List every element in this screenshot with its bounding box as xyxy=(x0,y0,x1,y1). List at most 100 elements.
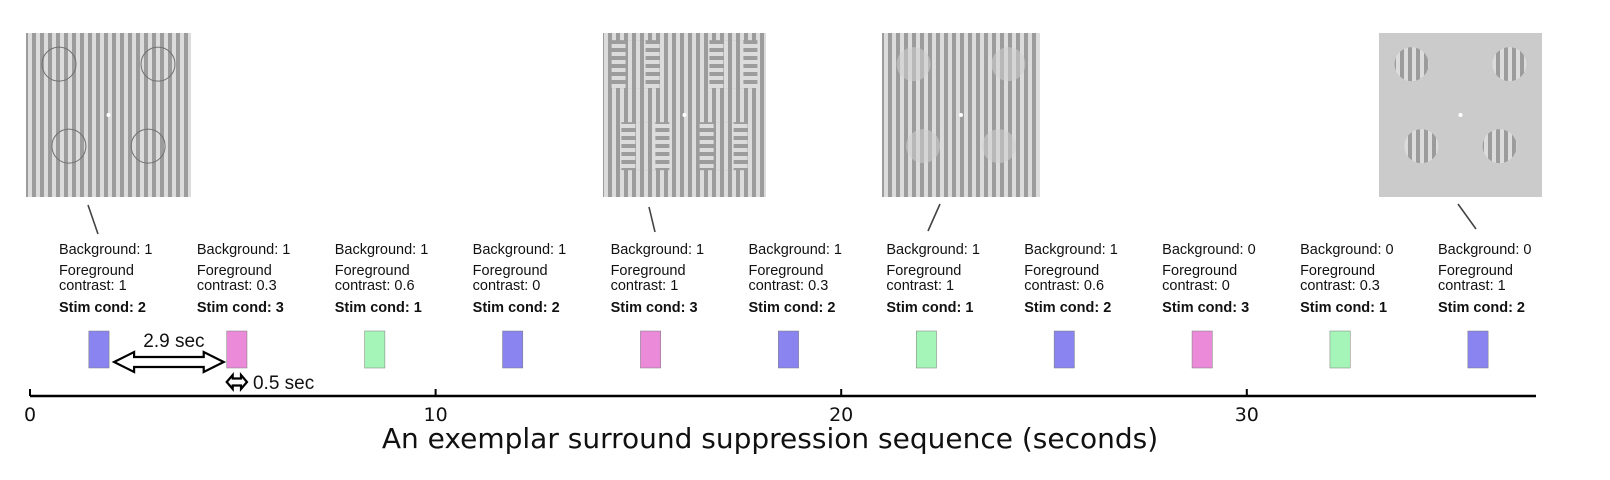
stimulus-thumbnail-patches-only xyxy=(1379,33,1542,197)
background-level-label: Background: 1 xyxy=(748,242,842,258)
x-tick-label: 10 xyxy=(424,404,448,426)
stim-cond-label: Stim cond: 1 xyxy=(1300,300,1387,316)
stimulus-thumbnails xyxy=(26,33,1542,197)
stim-cond-label: Stim cond: 2 xyxy=(748,300,835,316)
thumbnail-connector xyxy=(1457,203,1477,230)
contrast-value-label: contrast: 0.3 xyxy=(748,278,828,294)
stim-cond-label: Stim cond: 2 xyxy=(1438,300,1525,316)
stim-cond-label: Stim cond: 1 xyxy=(886,300,973,316)
contrast-value-label: contrast: 1 xyxy=(886,278,954,294)
foreground-label: Foreground xyxy=(748,263,823,279)
thumbnail-connector xyxy=(87,204,99,235)
background-level-label: Background: 1 xyxy=(197,242,291,258)
foreground-label: Foreground xyxy=(335,263,410,279)
contrast-value-label: contrast: 0.3 xyxy=(197,278,277,294)
patch-outline xyxy=(140,46,176,82)
stimulus-bars xyxy=(88,330,1489,369)
duration-arrow xyxy=(225,372,249,392)
x-tick-label: 0 xyxy=(24,404,36,426)
stim-cond-label: Stim cond: 2 xyxy=(59,300,146,316)
background-level-label: Background: 1 xyxy=(335,242,429,258)
stimulus-thumbnail-bg-circles xyxy=(26,33,191,197)
stimulus-bar xyxy=(364,330,386,369)
interval-arrow xyxy=(111,350,227,374)
patch-center-stripe xyxy=(713,122,734,171)
contrast-value-label: contrast: 0 xyxy=(473,278,541,294)
contrast-value-label: contrast: 0 xyxy=(1162,278,1230,294)
background-level-label: Background: 1 xyxy=(1024,242,1118,258)
stim-cond-label: Stim cond: 2 xyxy=(1024,300,1111,316)
patch-center-stripe xyxy=(635,122,656,171)
x-tick-label: 20 xyxy=(829,404,853,426)
background-level-label: Background: 1 xyxy=(886,242,980,258)
duration-annotations: 2.9 sec 0.5 sec xyxy=(111,331,314,394)
foreground-label: Foreground xyxy=(1024,263,1099,279)
foreground-label: Foreground xyxy=(1300,263,1375,279)
fixation-dot xyxy=(106,113,111,117)
fixation-dot xyxy=(959,113,963,117)
stimulus-bar xyxy=(1053,330,1075,369)
x-axis-title: An exemplar surround suppression sequenc… xyxy=(382,422,1158,455)
grating-patch xyxy=(1404,129,1439,164)
background-level-label: Background: 1 xyxy=(611,242,705,258)
stimulus-bar xyxy=(1467,330,1489,369)
parallel-grating-patch xyxy=(906,129,941,164)
thumbnail-connector xyxy=(648,206,656,233)
foreground-label: Foreground xyxy=(1438,263,1513,279)
foreground-label: Foreground xyxy=(886,263,961,279)
duration-label: 0.5 sec xyxy=(253,373,314,394)
stimulus-bar xyxy=(915,330,937,369)
foreground-label: Foreground xyxy=(197,263,272,279)
parallel-grating-patch xyxy=(896,47,931,82)
stimulus-bar xyxy=(1329,330,1351,369)
fixation-dot xyxy=(682,113,687,117)
background-level-label: Background: 0 xyxy=(1438,242,1532,258)
patch-outline xyxy=(41,46,77,82)
interval-label: 2.9 sec xyxy=(143,331,204,352)
foreground-label: Foreground xyxy=(611,263,686,279)
stim-cond-label: Stim cond: 3 xyxy=(197,300,284,316)
background-level-label: Background: 0 xyxy=(1162,242,1256,258)
patch-outline xyxy=(51,128,87,164)
thumbnail-connectors xyxy=(87,203,1477,235)
parallel-grating-patch xyxy=(991,47,1026,82)
stimulus-bar xyxy=(778,330,799,369)
patch-outline xyxy=(130,128,166,164)
stimulus-thumbnail-parallel-patches xyxy=(882,33,1040,197)
parallel-grating-patch xyxy=(981,129,1016,164)
stim-cond-label: Stim cond: 2 xyxy=(473,300,560,316)
grating-patch xyxy=(1394,47,1429,82)
x-tick-label: 30 xyxy=(1235,404,1259,426)
stimulus-bar xyxy=(1191,330,1213,369)
foreground-label: Foreground xyxy=(59,263,134,279)
contrast-value-label: contrast: 1 xyxy=(59,278,127,294)
time-axis: 0 10 20 30 xyxy=(24,389,1536,426)
background-level-label: Background: 1 xyxy=(473,242,567,258)
patch-center-stripe xyxy=(625,40,646,89)
contrast-value-label: contrast: 0.6 xyxy=(1024,278,1104,294)
stim-cond-label: Stim cond: 3 xyxy=(611,300,698,316)
patch-center-stripe xyxy=(723,40,744,89)
foreground-label: Foreground xyxy=(473,263,548,279)
contrast-value-label: contrast: 1 xyxy=(611,278,679,294)
stimulus-thumbnail-orthogonal-patches xyxy=(603,33,766,197)
stimulus-bar xyxy=(88,330,110,369)
thumbnail-connector xyxy=(927,203,941,232)
grating-patch xyxy=(1482,129,1517,164)
contrast-value-label: contrast: 0.3 xyxy=(1300,278,1380,294)
stimulus-bar xyxy=(502,330,524,369)
background-level-label: Background: 0 xyxy=(1300,242,1394,258)
background-level-label: Background: 1 xyxy=(59,242,153,258)
stimulus-bar xyxy=(226,330,248,369)
contrast-value-label: contrast: 0.6 xyxy=(335,278,415,294)
